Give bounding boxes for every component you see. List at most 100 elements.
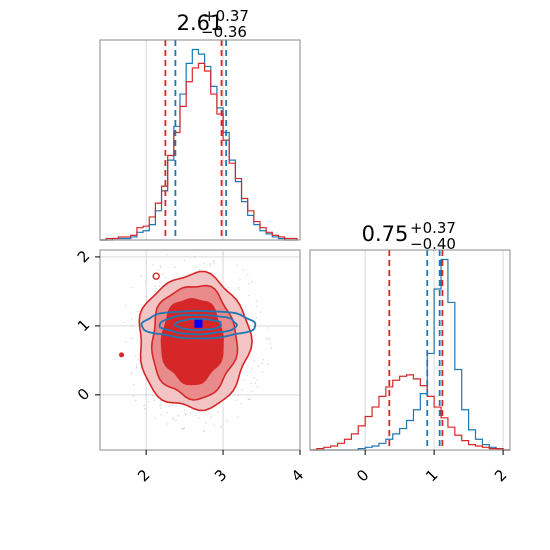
sample-dot [184,412,187,415]
sample-dot [177,414,180,417]
ytick-label-param2-0: 0 [74,385,93,404]
hist2-frame [309,249,511,451]
title-param2-lower: −0.40 [410,235,456,253]
xtick-label-param1-2: 4 [288,466,307,485]
sample-dot [125,304,128,307]
sample-dot [250,382,252,385]
hist1-frame [99,39,301,241]
blue-contour-level-0 [140,309,257,340]
sample-dot [213,259,215,261]
sample-dot [140,274,143,277]
sample-dot [224,284,227,287]
sample-dot [166,253,168,256]
joint-frame [99,249,301,451]
sample-dot [235,386,238,388]
title-param1-median: 2.61 [177,11,224,35]
sample-dot [268,337,270,339]
sample-dot [248,282,250,285]
red-contour-island [152,272,160,280]
sample-dot [132,383,135,386]
sample-dot [168,405,171,408]
sample-dot [180,427,183,430]
sample-dot [159,281,161,283]
sample-dot [268,338,271,341]
sample-dot [209,264,211,267]
sample-dot [212,261,215,263]
sample-dot [220,425,222,428]
sample-dot [159,264,162,267]
sample-dot [130,372,132,375]
sample-dot [154,417,156,419]
xtick-label-param1-1: 3 [211,466,230,485]
sample-dot [143,404,145,407]
sample-dot [174,266,176,269]
sample-dot [151,394,154,397]
sample-dot [267,363,270,366]
sample-dot [265,337,268,340]
sample-dot [170,404,172,407]
title-param2-upper: +0.37 [410,219,456,237]
sample-dot [237,394,239,396]
sample-dot [147,400,150,403]
sample-dot [154,275,156,277]
sample-dot [160,402,163,405]
sample-dot [135,364,138,366]
joint-inner [100,250,300,450]
sample-dot [122,321,125,324]
red-contour-island [119,352,125,358]
sample-dot [154,290,156,292]
sample-dot [159,266,162,269]
hist2-red-series [310,374,510,451]
hist2-blue-series [310,258,510,451]
sample-dot [226,420,228,422]
sample-dot [256,305,258,308]
sample-dot [202,430,205,433]
sample-dot [241,269,244,272]
sample-dot [132,395,135,397]
sample-dot [144,280,147,282]
sample-dot [130,324,133,327]
sample-dot [269,343,272,345]
sample-dot [222,252,224,255]
sample-dot [153,399,155,402]
sample-dot [239,279,241,281]
sample-dot [183,409,186,411]
sample-dot [182,428,184,430]
sample-dot [228,286,230,289]
sample-dot [131,371,133,373]
sample-dot [195,414,197,417]
sample-dot [166,423,169,425]
sample-dot [137,358,140,360]
sample-dot [247,398,250,400]
xtick-label-param2-1: 1 [422,466,441,485]
hist1-blue-series [100,48,297,241]
sample-dot [243,379,245,381]
title-param1: 2.61 [177,11,224,35]
sample-dot [159,404,162,407]
sample-dot [166,411,169,414]
sample-dot [209,262,211,265]
sample-dot [210,416,213,419]
joint-density-panel: 0 1 2 2 3 4 [74,247,307,486]
sample-dot [145,393,147,395]
sample-dot [143,407,146,410]
title-param2-median: 0.75 [362,222,409,246]
sample-dot [246,273,249,276]
sample-dot [247,364,249,367]
hist1-red-series [100,62,298,241]
sample-dot [175,419,177,422]
sample-dot [159,407,162,409]
sample-dot [238,288,240,291]
sample-dot [217,410,220,413]
sample-dot [262,359,265,361]
sample-dot [270,347,273,350]
sample-dot [255,300,258,302]
sample-dot [253,360,256,362]
sample-dot [129,337,132,340]
sample-dot [146,296,148,298]
xtick-label-param2-2: 2 [491,466,510,485]
sample-dot [152,264,154,266]
sample-dot [257,365,260,368]
sample-dot [157,269,160,272]
